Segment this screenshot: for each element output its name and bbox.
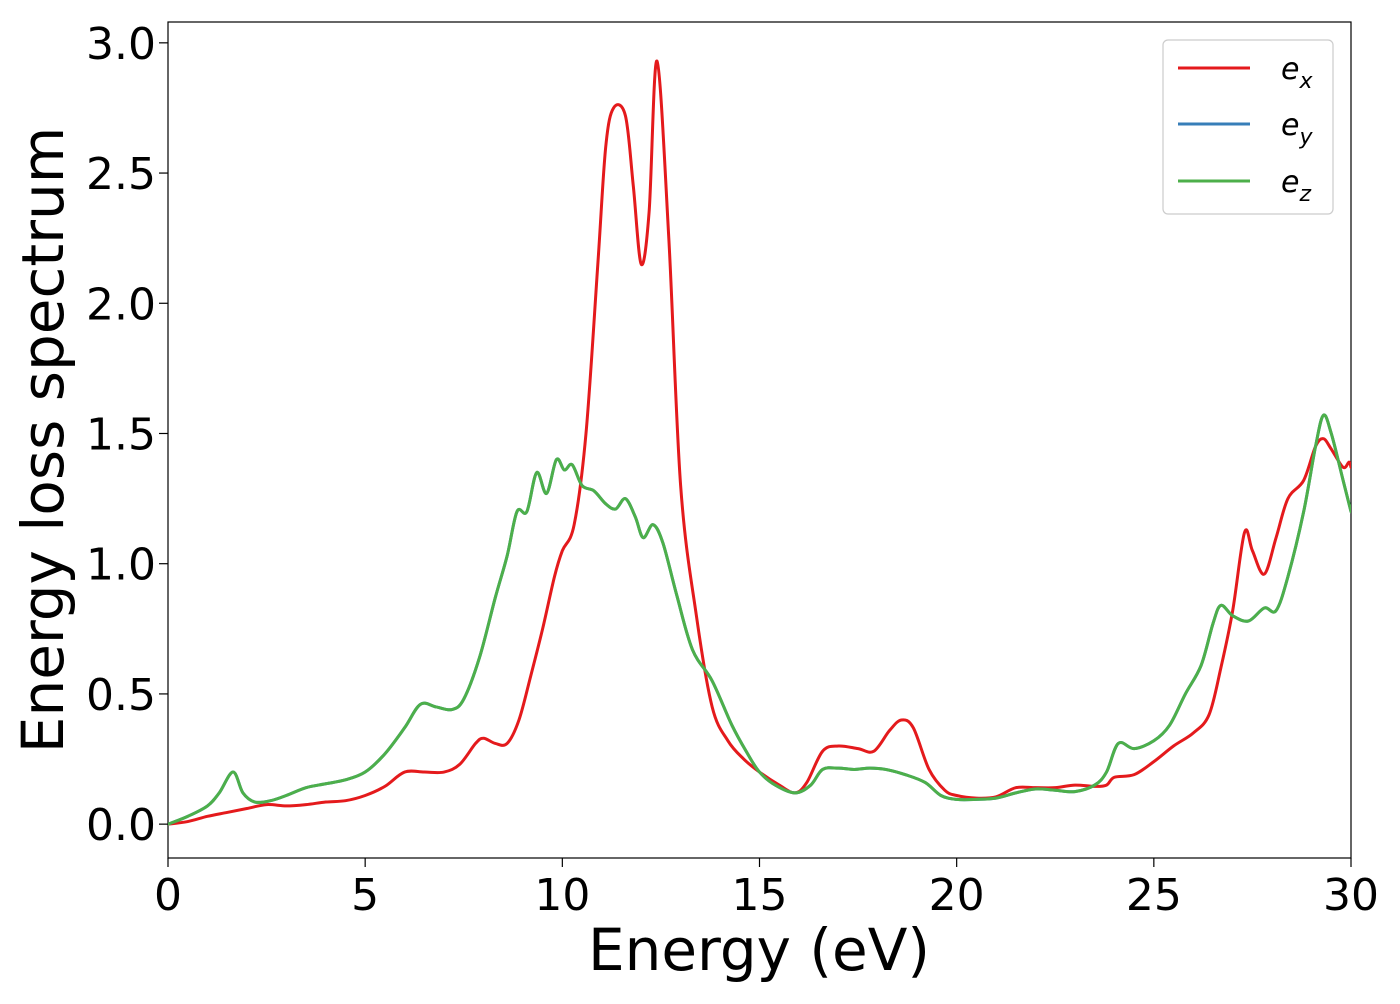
- series-layer: [168, 59, 1351, 826]
- y-axis-ticks: 0.0 0.5 1.0 1.5 2.0 2.5 3.0: [86, 19, 168, 851]
- x-tick-label: 0: [154, 870, 182, 921]
- x-tick-label: 5: [351, 870, 379, 921]
- y-tick-label: 0.0: [86, 800, 156, 851]
- y-axis-label: Energy loss spectrum: [9, 127, 77, 753]
- series-line-ex: [168, 59, 1351, 826]
- series-line-ez: [168, 413, 1351, 826]
- x-tick-label: 30: [1323, 870, 1379, 921]
- y-tick-label: 1.5: [86, 409, 156, 460]
- x-axis-label: Energy (eV): [588, 916, 930, 984]
- x-tick-label: 15: [732, 870, 788, 921]
- plot-area: [167, 21, 1352, 859]
- x-tick-label: 25: [1126, 870, 1182, 921]
- y-tick-label: 0.5: [86, 670, 156, 721]
- x-tick-label: 20: [929, 870, 985, 921]
- y-tick-label: 2.5: [86, 149, 156, 200]
- y-tick-label: 2.0: [86, 279, 156, 330]
- x-axis-ticks: 0 5 10 15 20 25 30: [154, 858, 1379, 921]
- y-tick-label: 3.0: [86, 19, 156, 70]
- x-tick-label: 10: [534, 870, 590, 921]
- y-tick-label: 1.0: [86, 540, 156, 591]
- legend-box: [1162, 39, 1334, 215]
